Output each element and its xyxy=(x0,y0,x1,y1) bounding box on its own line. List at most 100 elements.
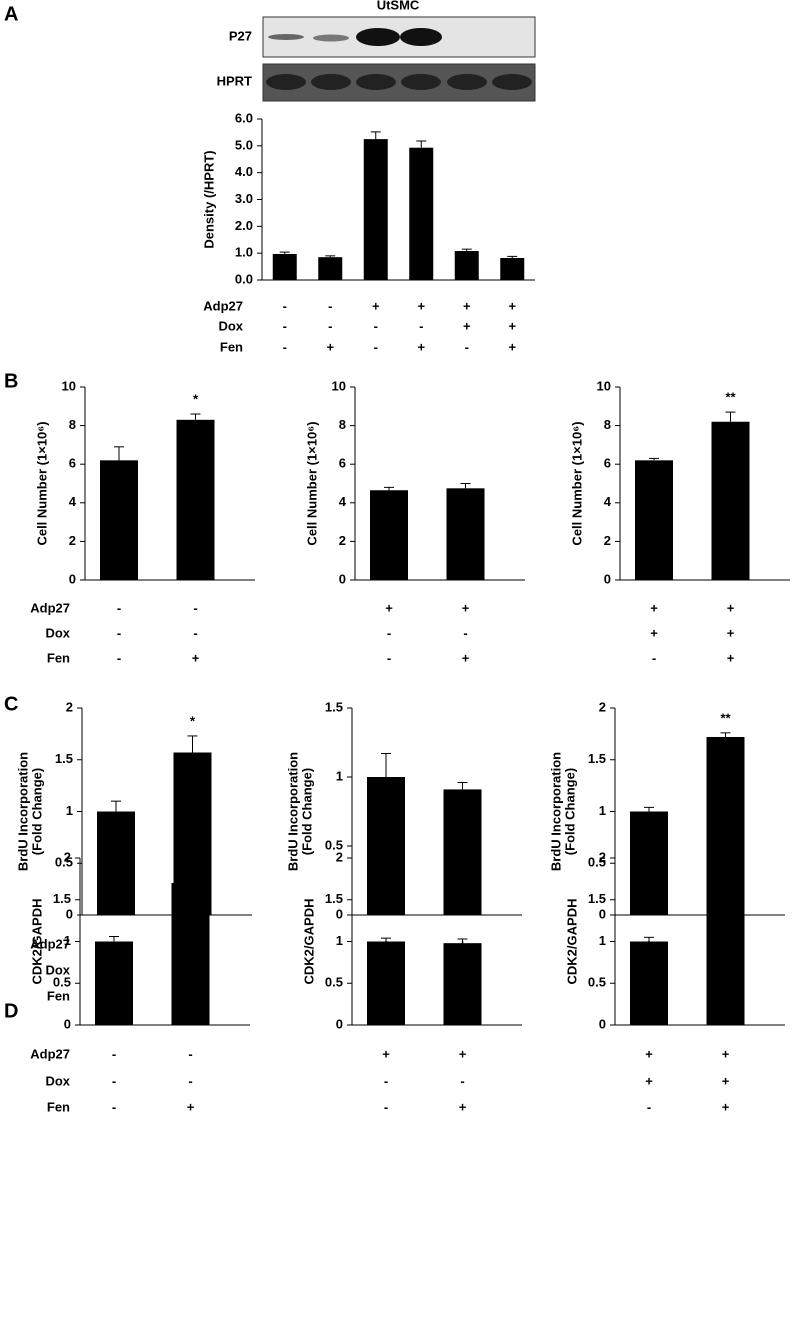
condition-value: + xyxy=(508,318,516,333)
condition-label: Fen xyxy=(47,1099,70,1114)
y-tick-label: 0 xyxy=(599,1016,606,1031)
y-tick-label: 1 xyxy=(599,933,606,948)
y-tick-label: 0.5 xyxy=(53,975,71,990)
y-axis-label: Density (/HPRT) xyxy=(201,150,216,248)
condition-value: - xyxy=(328,318,332,333)
condition-value: + xyxy=(727,650,735,665)
y-tick-label: 4 xyxy=(604,494,612,509)
bar xyxy=(630,811,668,915)
bar xyxy=(454,251,479,280)
y-axis-label: Cell Number (1×10⁶) xyxy=(304,421,319,545)
condition-value: - xyxy=(387,650,391,665)
condition-value: - xyxy=(188,1073,192,1088)
blot-row-label: HPRT xyxy=(217,73,252,88)
y-tick-label: 1.5 xyxy=(325,891,343,906)
condition-value: + xyxy=(463,318,471,333)
condition-value: + xyxy=(645,1046,653,1061)
condition-value: - xyxy=(465,339,469,354)
y-tick-label: 0 xyxy=(69,571,76,586)
band xyxy=(356,28,400,46)
bar xyxy=(630,941,668,1025)
y-tick-label: 1.5 xyxy=(325,699,343,714)
condition-value: + xyxy=(722,1046,730,1061)
band xyxy=(447,74,487,90)
y-tick-label: 1 xyxy=(64,933,71,948)
y-tick-label: 0 xyxy=(336,1016,343,1031)
condition-value: + xyxy=(727,625,735,640)
bar xyxy=(443,943,482,1025)
condition-value: - xyxy=(374,339,378,354)
condition-value: - xyxy=(112,1046,116,1061)
condition-value: + xyxy=(462,650,470,665)
bar xyxy=(171,883,210,1025)
condition-value: + xyxy=(187,1099,195,1114)
condition-value: - xyxy=(374,318,378,333)
y-tick-label: 5.0 xyxy=(235,137,253,152)
y-tick-label: 0 xyxy=(339,571,346,586)
condition-value: + xyxy=(459,1099,467,1114)
y-tick-label: 2 xyxy=(599,699,606,714)
y-tick-label: 4 xyxy=(339,494,347,509)
condition-value: + xyxy=(645,1073,653,1088)
y-tick-label: 2 xyxy=(336,849,343,864)
blot-hprt xyxy=(262,63,536,102)
y-tick-label: 6 xyxy=(604,456,611,471)
blot-title: UtSMC xyxy=(377,0,420,12)
condition-label: Dox xyxy=(45,962,70,977)
y-tick-label: 4.0 xyxy=(235,164,253,179)
y-tick-label: 4 xyxy=(69,494,77,509)
y-tick-label: 1.5 xyxy=(55,751,73,766)
condition-label: Adp27 xyxy=(203,298,243,313)
band xyxy=(313,34,349,42)
y-tick-label: 1.5 xyxy=(588,751,606,766)
band xyxy=(311,74,351,90)
blot-row-label: P27 xyxy=(229,28,252,43)
condition-value: + xyxy=(722,1073,730,1088)
y-tick-label: 0 xyxy=(64,1016,71,1031)
y-tick-label: 2 xyxy=(64,849,71,864)
panel-label: A xyxy=(4,3,18,25)
y-tick-label: 10 xyxy=(597,378,611,393)
y-tick-label: 6.0 xyxy=(235,110,253,125)
condition-value: - xyxy=(283,298,287,313)
condition-value: - xyxy=(384,1099,388,1114)
condition-value: - xyxy=(283,339,287,354)
y-axis-label: Cell Number (1×10⁶) xyxy=(569,421,584,545)
condition-value: - xyxy=(188,1046,192,1061)
condition-value: + xyxy=(722,1099,730,1114)
y-tick-label: 6 xyxy=(69,456,76,471)
y-tick-label: 2 xyxy=(339,533,346,548)
significance: ** xyxy=(720,840,731,855)
condition-value: - xyxy=(117,650,121,665)
bar xyxy=(176,419,215,580)
y-axis-label: CDK2/GAPDH xyxy=(301,899,316,985)
bar xyxy=(711,421,750,580)
bar xyxy=(409,147,434,280)
bar xyxy=(100,460,138,580)
y-tick-label: 3.0 xyxy=(235,191,253,206)
band xyxy=(400,28,442,46)
condition-value: - xyxy=(463,625,467,640)
significance: * xyxy=(193,391,199,406)
y-tick-label: 0.5 xyxy=(325,837,343,852)
y-tick-label: 8 xyxy=(339,417,346,432)
y-tick-label: 1.0 xyxy=(235,245,253,260)
y-tick-label: 1 xyxy=(66,803,73,818)
panel-label: C xyxy=(4,693,18,715)
condition-value: + xyxy=(462,600,470,615)
bar xyxy=(363,139,388,280)
significance: * xyxy=(188,845,194,860)
band xyxy=(356,74,396,90)
y-tick-label: 0.5 xyxy=(325,975,343,990)
condition-value: + xyxy=(508,339,516,354)
y-tick-label: 1 xyxy=(336,768,343,783)
panel-label: D xyxy=(4,1000,18,1022)
condition-value: - xyxy=(419,318,423,333)
condition-value: - xyxy=(193,625,197,640)
condition-label: Adp27 xyxy=(30,1046,70,1061)
bar xyxy=(370,490,408,580)
band xyxy=(268,34,304,40)
band xyxy=(492,74,532,90)
condition-value: + xyxy=(326,339,334,354)
